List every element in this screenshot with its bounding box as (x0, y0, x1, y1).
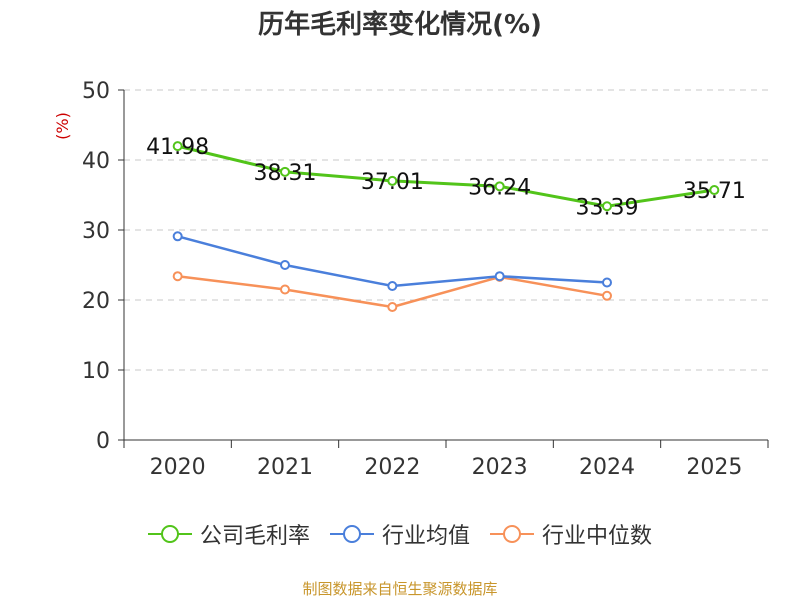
legend-marker-green (147, 525, 192, 543)
legend-item-industry-mean[interactable]: 行业均值 (329, 518, 470, 550)
legend: 公司毛利率 行业均值 行业中位数 (0, 518, 800, 550)
x-tick-label: 2025 (686, 455, 742, 480)
chart-title: 历年毛利率变化情况(%) (258, 10, 542, 40)
data-point (709, 185, 720, 196)
y-tick-label: 20 (82, 289, 110, 314)
data-point (172, 231, 183, 242)
legend-item-industry-median[interactable]: 行业中位数 (490, 518, 652, 550)
legend-label: 行业中位数 (542, 524, 653, 549)
data-label: 35.71 (683, 179, 746, 204)
data-point (494, 271, 505, 282)
data-point (280, 284, 290, 295)
data-point (280, 260, 290, 270)
x-tick-label: 2024 (579, 455, 635, 480)
data-point (387, 302, 398, 312)
y-tick-label: 40 (82, 149, 110, 174)
legend-label: 行业均值 (381, 524, 470, 549)
data-point (602, 290, 612, 301)
data-point (602, 277, 612, 288)
data-label: 36.24 (468, 175, 531, 200)
data-label: 38.31 (254, 161, 317, 186)
series-line-0 (177, 144, 715, 208)
y-axis-label: (%) (53, 112, 72, 140)
data-point (494, 181, 505, 192)
data-point (172, 271, 183, 282)
series-line-1 (177, 235, 608, 288)
y-tick-label: 50 (82, 79, 110, 104)
x-tick-label: 2020 (150, 455, 206, 480)
data-point (602, 201, 612, 212)
data-label: 41.98 (146, 135, 209, 160)
data-label: 37.01 (361, 170, 424, 195)
y-tick-label: 0 (96, 429, 110, 454)
legend-label: 公司毛利率 (199, 524, 310, 549)
data-point (280, 166, 290, 177)
data-source-note: 制图数据来自恒生聚源数据库 (302, 580, 498, 598)
legend-item-company-gross-margin[interactable]: 公司毛利率 (147, 518, 310, 550)
y-tick-label: 10 (82, 359, 110, 384)
legend-marker-blue (329, 525, 374, 543)
x-tick-label: 2021 (257, 455, 313, 480)
data-point (172, 141, 183, 152)
legend-marker-orange (490, 525, 534, 543)
y-tick-label: 30 (82, 219, 110, 244)
x-tick-label: 2023 (472, 455, 528, 480)
data-point (387, 175, 398, 186)
x-tick-label: 2022 (364, 455, 420, 480)
data-point (387, 281, 398, 291)
data-label: 33.39 (576, 195, 639, 220)
